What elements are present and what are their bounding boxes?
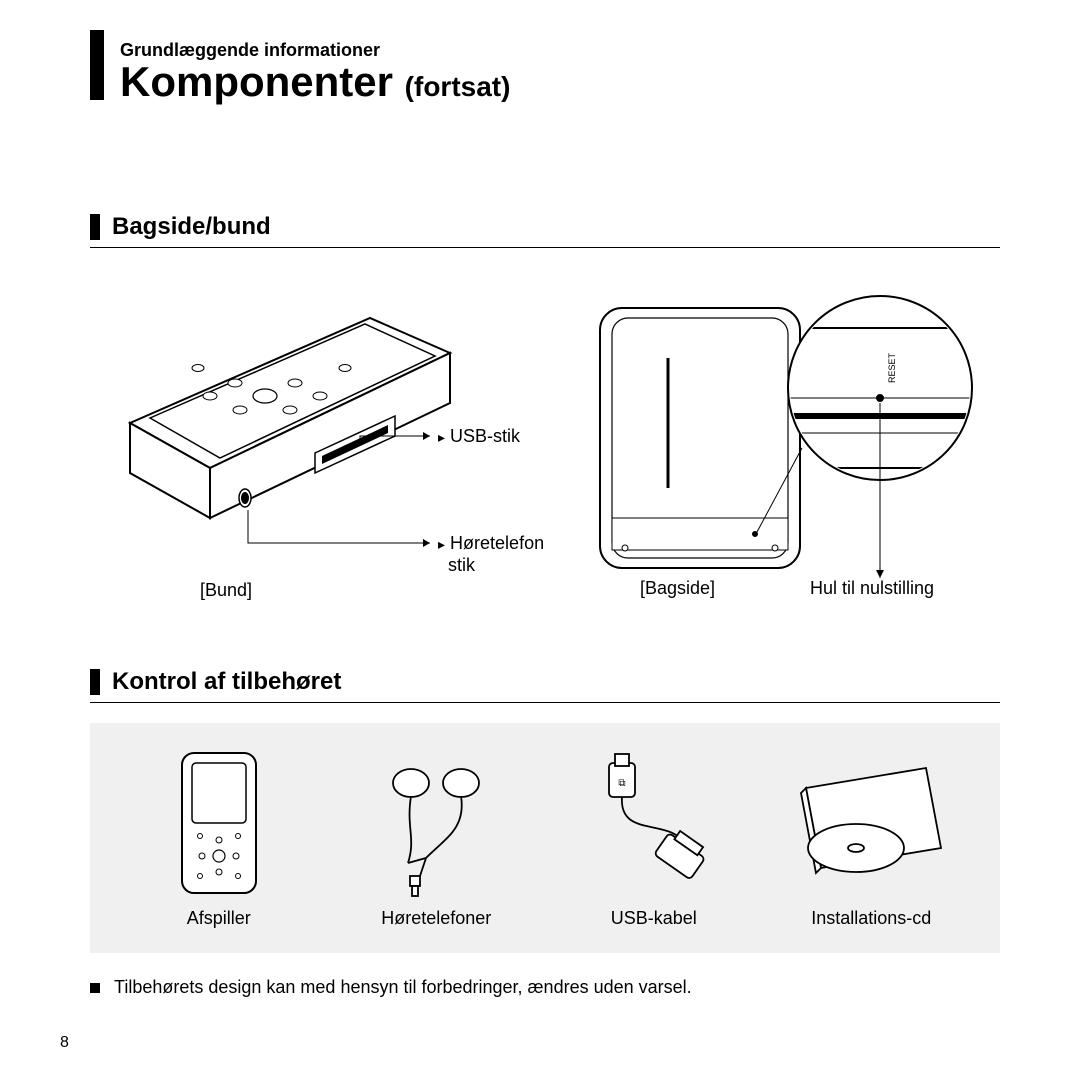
usb-arrow-icon: ▸ xyxy=(438,429,445,445)
acc-item-install-cd: Installations-cd xyxy=(771,748,971,929)
accessory-note: Tilbehørets design kan med hensyn til fo… xyxy=(90,977,1000,998)
reset-label: Hul til nulstilling xyxy=(810,578,934,599)
svg-text:⧉: ⧉ xyxy=(618,778,625,789)
usb-label: ▸ USB-stik xyxy=(438,426,520,447)
section2-head: Kontrol af tilbehøret xyxy=(90,668,1000,703)
acc-item-usb-cable: ⧉ USB-kabel xyxy=(554,748,754,929)
title-sub: (fortsat) xyxy=(405,71,511,102)
diagram-bottom: ▸ USB-stik ▸ Høretelefon stik [Bund] xyxy=(90,288,580,608)
acc-label-player: Afspiller xyxy=(187,908,251,929)
accessories-box: Afspiller xyxy=(90,723,1000,953)
section2-title: Kontrol af tilbehøret xyxy=(112,668,341,696)
acc-label-usb-cable: USB-kabel xyxy=(611,908,697,929)
acc-label-earphones: Høretelefoner xyxy=(381,908,491,929)
section1-title: Bagside/bund xyxy=(112,213,271,241)
acc-item-player: Afspiller xyxy=(119,748,319,929)
overline-text: Grundlæggende informationer xyxy=(120,30,1000,61)
headphone-arrow-icon: ▸ xyxy=(438,536,445,552)
section1-bar xyxy=(90,214,100,240)
diagram-back: RESET [Bagside] Hul til nulstilling xyxy=(580,288,1000,608)
page-content: Grundlæggende informationer Komponenter … xyxy=(90,30,1000,998)
back-device-svg: RESET xyxy=(580,288,1000,608)
headphone-label: ▸ Høretelefon stik xyxy=(438,533,544,576)
section1-head: Bagside/bund xyxy=(90,213,1000,248)
page-number: 8 xyxy=(60,1034,69,1052)
back-caption: [Bagside] xyxy=(640,578,715,599)
acc-label-install-cd: Installations-cd xyxy=(811,908,931,929)
headphone-label-l2: stik xyxy=(448,555,475,575)
usb-label-text: USB-stik xyxy=(450,426,520,446)
note-bullet-icon xyxy=(90,983,100,993)
title-main: Komponenter xyxy=(120,58,393,105)
page-title: Komponenter (fortsat) xyxy=(120,61,1000,103)
section-accessories: Kontrol af tilbehøret xyxy=(90,668,1000,998)
reset-text-svg: RESET xyxy=(887,352,897,383)
headphone-label-l1: Høretelefon xyxy=(450,533,544,553)
diagram-row: ▸ USB-stik ▸ Høretelefon stik [Bund] xyxy=(90,288,1000,608)
player-icon xyxy=(174,748,264,898)
earphones-icon xyxy=(356,748,516,898)
section2-bar xyxy=(90,669,100,695)
install-cd-icon xyxy=(786,748,956,898)
section-back-bottom: Bagside/bund xyxy=(90,213,1000,608)
usb-cable-icon: ⧉ xyxy=(569,748,739,898)
note-text: Tilbehørets design kan med hensyn til fo… xyxy=(114,977,692,998)
acc-item-earphones: Høretelefoner xyxy=(336,748,536,929)
bottom-caption: [Bund] xyxy=(200,580,252,601)
